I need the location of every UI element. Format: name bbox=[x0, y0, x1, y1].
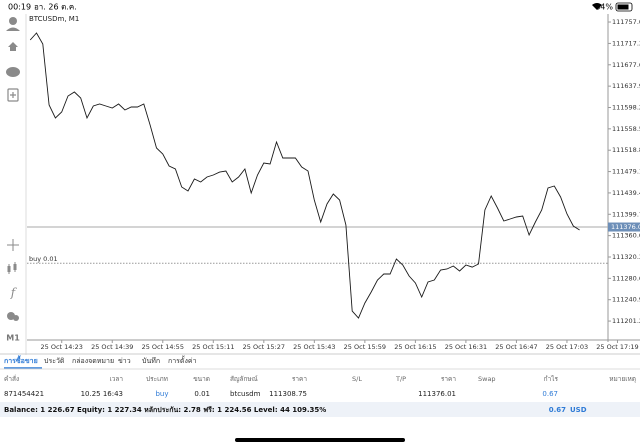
price-label: 111376.01 bbox=[611, 223, 640, 231]
left-toolbar[interactable]: f M1 bbox=[6, 17, 20, 343]
column-header: Swap bbox=[478, 375, 496, 383]
column-header: ราคา bbox=[441, 375, 456, 383]
x-tick-label: 25 Oct 14:39 bbox=[91, 343, 133, 351]
y-tick-label: 111280.60 bbox=[612, 274, 640, 282]
x-tick-label: 25 Oct 16:15 bbox=[394, 343, 436, 351]
y-tick-label: 111677.60 bbox=[612, 61, 640, 69]
trade-icon[interactable] bbox=[8, 42, 18, 51]
total-profit: 0.67 bbox=[549, 406, 566, 414]
y-tick-label: 111201.20 bbox=[612, 317, 640, 325]
y-tick-label: 111598.20 bbox=[612, 103, 640, 111]
cell-time: 10.25 16:43 bbox=[81, 390, 123, 398]
cell-open-price: 111308.75 bbox=[269, 390, 307, 398]
column-header: คำสั่ง bbox=[4, 374, 19, 383]
x-tick-label: 25 Oct 15:27 bbox=[243, 343, 285, 351]
objects-icon-b bbox=[13, 315, 19, 321]
chart: 111757.09 111717.30 111677.60 111637.90 1115… bbox=[27, 14, 640, 351]
chart-title: BTCUSDm, M1 bbox=[29, 15, 79, 23]
cell-symbol: btcusdm bbox=[230, 390, 261, 398]
y-tick-label: 111479.10 bbox=[612, 168, 640, 176]
tab[interactable]: การตั้งค่า bbox=[168, 354, 197, 365]
y-tick-label: 111518.80 bbox=[612, 146, 640, 154]
cell-volume: 0.01 bbox=[194, 390, 210, 398]
column-header: กำไร bbox=[544, 375, 559, 383]
function-icon[interactable]: f bbox=[10, 286, 18, 300]
y-tick-label: 111757.09 bbox=[612, 18, 640, 26]
y-tick-label: 111240.90 bbox=[612, 296, 640, 304]
cell-order: 871454421 bbox=[4, 390, 44, 398]
x-tick-label: 25 Oct 15:43 bbox=[293, 343, 335, 351]
crosshair-icon[interactable] bbox=[7, 239, 19, 251]
home-indicator bbox=[235, 438, 405, 442]
status-battery: 84% bbox=[595, 3, 613, 12]
tab[interactable]: ประวัติ bbox=[44, 357, 65, 365]
new-order-icon[interactable] bbox=[7, 88, 19, 102]
y-tick-label: 111320.30 bbox=[612, 253, 640, 261]
plus bbox=[10, 92, 16, 98]
y-tick-label: 111558.51 bbox=[612, 125, 640, 133]
x-tick-label: 25 Oct 17:19 bbox=[596, 343, 638, 351]
battery-icon bbox=[615, 2, 633, 12]
column-header: ประเภท bbox=[146, 375, 168, 383]
tab[interactable]: การซื้อขาย bbox=[4, 354, 38, 365]
column-header: ขนาด bbox=[193, 375, 210, 383]
wifi-icon bbox=[592, 3, 602, 10]
x-tick-label: 25 Oct 14:23 bbox=[41, 343, 83, 351]
column-header: S/L bbox=[352, 375, 362, 383]
tab[interactable]: ข่าว bbox=[118, 357, 131, 365]
account-icon[interactable] bbox=[9, 17, 17, 25]
y-tick-label: 111637.90 bbox=[612, 82, 640, 90]
battery-level bbox=[617, 4, 629, 10]
status-date: อา. 26 ต.ค. bbox=[34, 3, 77, 12]
account-summary: Balance: 1 226.67 Equity: 1 227.34 หลักป… bbox=[4, 406, 326, 414]
x-tick-label: 25 Oct 15:11 bbox=[192, 343, 234, 351]
column-header: หมายเหตุ bbox=[609, 375, 636, 383]
y-tick-label: 111399.70 bbox=[612, 210, 640, 218]
tab[interactable]: กล่องจดหมาย bbox=[72, 357, 114, 365]
currency: USD bbox=[570, 406, 587, 414]
cell-profit: 0.67 bbox=[542, 390, 558, 398]
timeframe-button[interactable]: M1 bbox=[6, 334, 20, 343]
y-tick-label: 111360.00 bbox=[612, 232, 640, 240]
cell-price: 111376.01 bbox=[418, 390, 456, 398]
x-tick-label: 25 Oct 15:59 bbox=[344, 343, 386, 351]
tab-bar: การซื้อขาย ประวัติ กล่องจดหมาย ข่าว บันทึก กา… bbox=[4, 354, 197, 369]
y-tick-label: 111717.30 bbox=[612, 39, 640, 47]
x-tick-label: 25 Oct 16:31 bbox=[445, 343, 487, 351]
price-line-series bbox=[29, 32, 580, 319]
x-tick-label: 25 Oct 16:47 bbox=[495, 343, 537, 351]
column-header: T/P bbox=[395, 375, 406, 383]
x-tick-label: 25 Oct 17:03 bbox=[546, 343, 588, 351]
status-time: 00:19 bbox=[8, 3, 31, 12]
column-header: ราคา bbox=[292, 375, 307, 383]
column-header: เวลา bbox=[109, 375, 123, 383]
chat-icon[interactable] bbox=[6, 67, 20, 77]
indicator-icon-b bbox=[13, 264, 17, 270]
positions-table: คำสั่ง เวลา ประเภท ขนาด สัญลักษณ์ ราคา S/L T/P ร… bbox=[0, 374, 640, 400]
footer-bar bbox=[0, 402, 640, 417]
table-row[interactable] bbox=[0, 388, 640, 400]
indicator-icon[interactable] bbox=[7, 266, 11, 272]
x-tick-label: 25 Oct 14:55 bbox=[142, 343, 184, 351]
column-header: สัญลักษณ์ bbox=[230, 375, 258, 383]
price-label-box bbox=[608, 222, 640, 232]
y-tick-label: 111439.40 bbox=[612, 189, 640, 197]
account-icon-body bbox=[6, 27, 20, 31]
tab[interactable]: บันทึก bbox=[142, 356, 160, 365]
order-line-label: buy 0.01 bbox=[29, 255, 58, 263]
cell-type: buy bbox=[155, 390, 168, 398]
